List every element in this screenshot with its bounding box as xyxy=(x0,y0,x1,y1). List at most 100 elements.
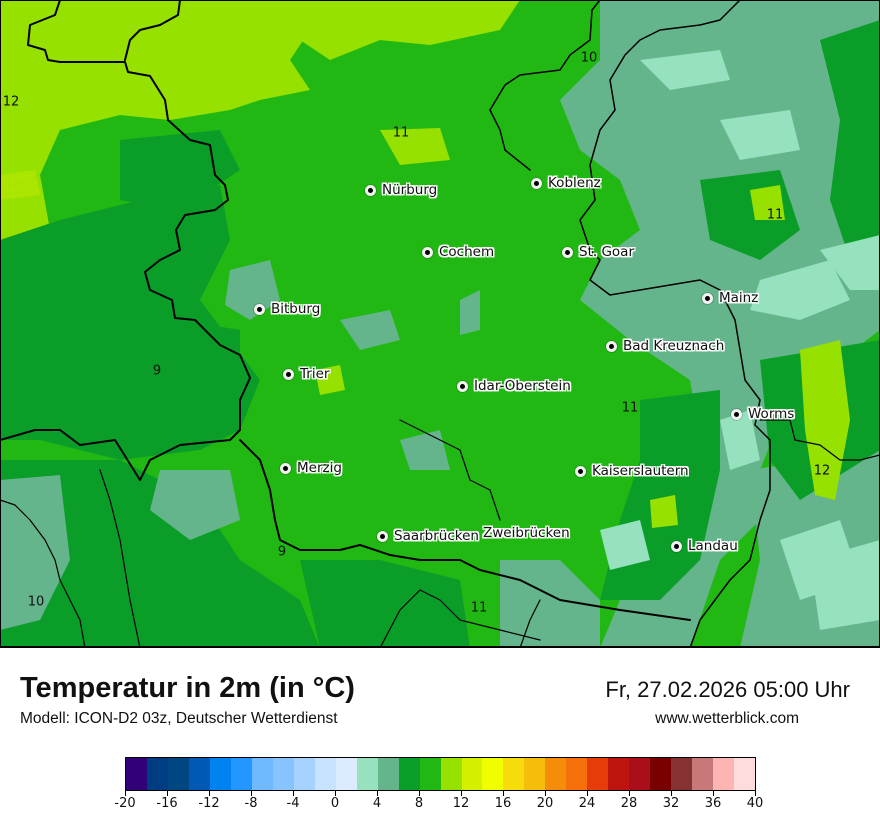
colorbar-tick xyxy=(377,791,378,796)
city-dot-icon xyxy=(422,246,433,258)
city-name: Landau xyxy=(688,538,738,554)
colorbar-bin xyxy=(650,758,672,790)
city-marker: Nürburg xyxy=(365,182,437,198)
city-dot-icon xyxy=(575,465,586,477)
city-marker: Bad Kreuznach xyxy=(606,338,724,354)
city-dot-icon xyxy=(562,246,573,258)
colorbar-tick xyxy=(167,791,168,796)
city-marker: Merzig xyxy=(280,460,342,476)
colorbar-tick xyxy=(503,791,504,796)
city-name: Bad Kreuznach xyxy=(623,338,725,354)
colorbar-tick-label: -16 xyxy=(156,796,178,811)
colorbar-tick xyxy=(587,791,588,796)
temperature-field xyxy=(0,0,880,646)
colorbar-bin xyxy=(377,758,399,790)
city-name: Idar-Oberstein xyxy=(474,378,571,394)
website-credit: www.wetterblick.com xyxy=(655,710,799,727)
colorbar-tick-label: 4 xyxy=(372,796,382,811)
colorbar-tick-label: -8 xyxy=(244,796,258,811)
colorbar-bin xyxy=(251,758,273,790)
city-dot-icon xyxy=(377,530,388,542)
colorbar-tick-label: -4 xyxy=(286,796,300,811)
colorbar-tick-label: 36 xyxy=(704,796,722,811)
city-dot-icon xyxy=(731,408,742,420)
colorbar-tick-label: 24 xyxy=(578,796,596,811)
colorbar-tick-label: 20 xyxy=(536,796,554,811)
colorbar-tick-label: 16 xyxy=(494,796,512,811)
forecast-datetime: Fr, 27.02.2026 05:00 Uhr xyxy=(605,677,850,702)
colorbar-ticks: -20 -16 -12 -8 -4 0 4 8 12 16 20 24 28 32 36 40 xyxy=(114,791,763,821)
colorbar-bin xyxy=(126,758,147,790)
colorbar-bin xyxy=(608,758,630,790)
city-name: Merzig xyxy=(297,460,342,476)
colorbar-bin xyxy=(419,758,441,790)
contour-label: 10 xyxy=(27,594,45,610)
city-marker: St. Goar xyxy=(562,244,634,260)
city-marker: Idar-Oberstein xyxy=(457,378,571,394)
colorbar-tick-label: 8 xyxy=(414,796,424,811)
city-name: Zweibrücken xyxy=(483,525,570,541)
colorbar-bin xyxy=(713,758,735,790)
contour-label: 12 xyxy=(2,94,20,110)
colorbar-tick-label: 12 xyxy=(452,796,470,811)
colorbar-bin xyxy=(398,758,420,790)
colorbar-bin xyxy=(482,758,504,790)
city-dot-icon xyxy=(457,380,468,392)
city-name: Worms xyxy=(748,406,795,422)
colorbar-bin xyxy=(272,758,294,790)
city-dot-icon xyxy=(606,340,617,352)
colorbar-bin xyxy=(440,758,462,790)
colorbar-bin xyxy=(167,758,189,790)
chart-title: Temperatur in 2m (in °C) xyxy=(20,672,355,704)
city-dot-icon xyxy=(671,540,682,552)
colorbar-bin xyxy=(335,758,357,790)
colorbar-bin xyxy=(230,758,252,790)
city-name: Mainz xyxy=(719,290,759,306)
colorbar-tick xyxy=(755,791,756,796)
colorbar-tick xyxy=(419,791,420,796)
temperature-map: Nürburg Koblenz Cochem St. Goar Mainz Bitburg… xyxy=(0,0,880,648)
colorbar-tick xyxy=(629,791,630,796)
colorbar-tick-label: -20 xyxy=(114,796,136,811)
colorbar-bin xyxy=(587,758,609,790)
city-marker: Landau xyxy=(671,538,738,554)
colorbar-tick-label: 32 xyxy=(662,796,680,811)
colorbar-bin xyxy=(146,758,168,790)
colorbar-bin xyxy=(209,758,231,790)
colorbar-tick-label: 40 xyxy=(746,796,764,811)
contour-label: 9 xyxy=(277,544,287,560)
city-name: Koblenz xyxy=(548,175,601,191)
colorbar-tick-label: -12 xyxy=(198,796,220,811)
temperature-colorbar xyxy=(125,757,756,791)
city-marker: Bitburg xyxy=(254,301,320,317)
city-dot-icon xyxy=(531,177,542,189)
city-name: Saarbrücken xyxy=(394,528,479,544)
colorbar-bin xyxy=(629,758,651,790)
colorbar-tick-label: 28 xyxy=(620,796,638,811)
colorbar-tick xyxy=(125,791,126,796)
city-dot-icon xyxy=(283,368,294,380)
city-dot-icon xyxy=(280,462,291,474)
colorbar-tick xyxy=(713,791,714,796)
colorbar-bin xyxy=(692,758,714,790)
contour-label: 11 xyxy=(621,400,639,416)
city-marker: Saarbrücken xyxy=(377,528,479,544)
colorbar-tick xyxy=(671,791,672,796)
city-name: Bitburg xyxy=(271,301,321,317)
contour-label: 11 xyxy=(392,125,410,141)
colorbar-bin xyxy=(356,758,378,790)
colorbar-tick xyxy=(461,791,462,796)
colorbar-tick xyxy=(335,791,336,796)
colorbar-bin xyxy=(314,758,336,790)
city-marker: Worms xyxy=(731,406,794,422)
city-dot-icon xyxy=(254,303,265,315)
model-subtitle: Modell: ICON-D2 03z, Deutscher Wetterdie… xyxy=(20,710,338,727)
city-marker: Mainz xyxy=(702,290,758,306)
city-marker: Zweibrücken xyxy=(483,525,570,541)
city-marker: Koblenz xyxy=(531,175,601,191)
colorbar-tick xyxy=(209,791,210,796)
colorbar-bin xyxy=(503,758,525,790)
city-name: Trier xyxy=(300,366,330,382)
colorbar-bin xyxy=(188,758,210,790)
colorbar-bin xyxy=(293,758,315,790)
